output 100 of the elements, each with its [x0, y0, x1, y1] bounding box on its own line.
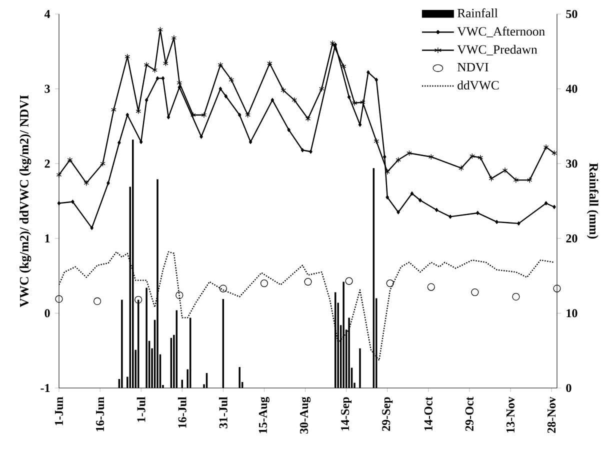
point [218, 62, 224, 68]
y2-tick-label: 0 [566, 384, 572, 392]
x-tick-label: 16-Jul [178, 396, 186, 428]
y2-tick-label: 20 [566, 234, 578, 242]
point [309, 150, 312, 154]
x-tick-label: 30-Aug [300, 396, 311, 434]
point [156, 76, 160, 80]
point [111, 106, 116, 113]
point [56, 172, 62, 178]
x-tick-label: 28-Nov [547, 396, 556, 433]
y-tick-label: 2 [44, 160, 50, 168]
point [305, 116, 311, 122]
point [201, 112, 207, 118]
point [134, 296, 142, 304]
point [366, 70, 370, 74]
point [287, 128, 290, 132]
point [543, 144, 549, 150]
y2-tick-label: 40 [566, 84, 578, 93]
point [144, 62, 150, 68]
point [166, 115, 170, 120]
point [238, 112, 242, 118]
point [248, 140, 252, 144]
point [427, 283, 435, 291]
point [382, 154, 386, 159]
point [476, 210, 480, 216]
point [340, 63, 346, 70]
x-tick-label: 29-Oct [465, 396, 474, 431]
point [292, 97, 297, 104]
point [319, 86, 324, 92]
point [428, 154, 434, 160]
point [161, 76, 165, 80]
point [526, 177, 532, 184]
point [552, 204, 556, 210]
point [502, 167, 508, 174]
y-tick-label: -1 [40, 384, 50, 392]
point [270, 98, 274, 102]
point [304, 278, 312, 286]
point [139, 140, 143, 144]
point [106, 180, 110, 186]
point [245, 112, 250, 118]
point [144, 98, 148, 102]
point [544, 201, 548, 206]
point [386, 195, 389, 200]
point [406, 150, 412, 156]
point [347, 94, 351, 100]
x-tick-label: 16-Jun [96, 396, 104, 432]
point [219, 284, 227, 292]
point [410, 191, 414, 196]
point [513, 177, 519, 184]
point [260, 279, 268, 288]
point [280, 87, 286, 94]
point [352, 100, 358, 106]
point [345, 277, 353, 285]
x-tick-label: 13-Nov [506, 396, 515, 432]
point [126, 112, 130, 118]
y-tick-label: 1 [45, 234, 50, 242]
legend-label: VWC_Predawn [457, 44, 538, 56]
point [176, 80, 182, 86]
point [267, 60, 272, 66]
point [478, 154, 484, 161]
point [386, 279, 394, 288]
point [396, 156, 401, 163]
x-tick-label: 14-Oct [424, 396, 432, 430]
x-tick-label: 29-Sep [382, 397, 393, 431]
point [360, 99, 366, 106]
point [512, 292, 520, 301]
point [94, 297, 102, 306]
point [374, 138, 380, 144]
y-tick-label: 4 [44, 10, 50, 18]
x-tick-label: 1-Jul [136, 396, 146, 422]
point [190, 112, 196, 118]
x-tick-label: 15-Aug [258, 396, 270, 434]
y2-tick-label: 50 [566, 10, 578, 18]
point [396, 210, 400, 214]
point [358, 122, 362, 127]
point [178, 85, 182, 90]
legend-label: ddVWC [458, 80, 499, 90]
y-tick-label: 3 [44, 84, 50, 93]
y2-tick-label: 30 [566, 160, 578, 168]
point [300, 148, 304, 152]
point [434, 208, 438, 212]
point [384, 168, 390, 175]
point [118, 140, 121, 145]
point [495, 220, 498, 224]
point [176, 291, 184, 300]
x-tick-label: 31-Jul [218, 396, 228, 428]
point [218, 86, 222, 91]
point [553, 284, 561, 292]
point [224, 94, 228, 98]
point [163, 60, 168, 66]
point [374, 78, 378, 82]
point [71, 200, 74, 204]
legend-label: VWC_Afternoon [457, 26, 545, 38]
point [418, 198, 422, 202]
point [152, 67, 158, 74]
point [488, 176, 494, 182]
point [228, 76, 234, 83]
point [471, 288, 479, 296]
point [90, 226, 94, 230]
legend-label: NDVI [458, 63, 488, 72]
